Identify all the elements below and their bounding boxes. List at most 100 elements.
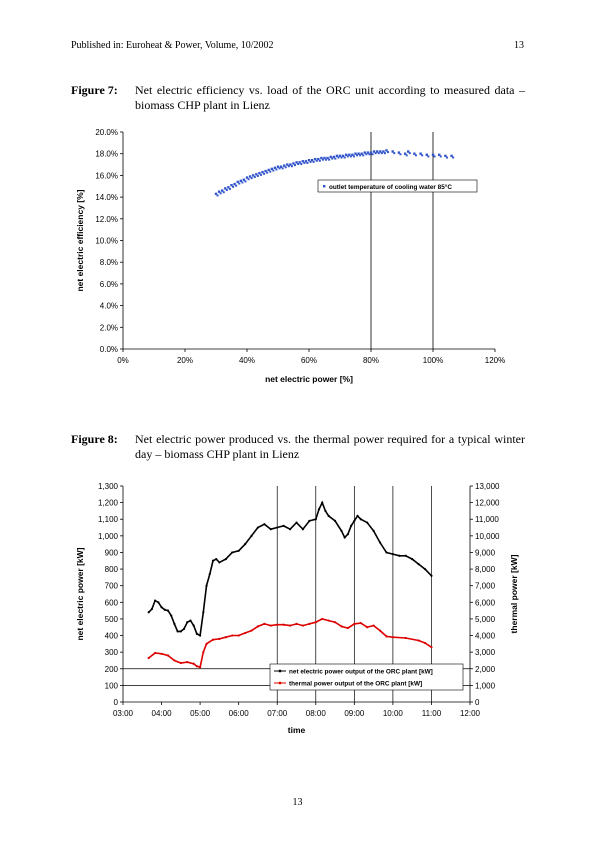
series-marker [423, 641, 427, 645]
x-tick-label: 08:00 [306, 709, 327, 718]
data-point [438, 153, 441, 156]
data-point [269, 170, 272, 173]
series-marker [147, 611, 150, 614]
data-point [346, 155, 349, 158]
data-point [295, 161, 298, 164]
data-point [376, 150, 379, 153]
data-point [261, 170, 264, 174]
series-marker [179, 630, 182, 633]
series-marker [237, 634, 240, 637]
right-y-tick-label: 4,000 [475, 632, 496, 641]
series-marker [202, 651, 205, 654]
data-point [219, 192, 222, 195]
left-y-tick-label: 600 [105, 598, 119, 607]
data-point [278, 167, 281, 170]
left-y-tick-label: 200 [105, 665, 119, 674]
data-point [230, 183, 233, 187]
right-y-tick-label: 7,000 [475, 582, 496, 591]
series-marker [211, 559, 215, 562]
data-point [233, 182, 236, 186]
data-point [385, 149, 388, 152]
series-marker [182, 627, 186, 630]
series-marker [350, 524, 353, 527]
series-marker [160, 652, 163, 655]
series-marker [243, 631, 247, 635]
data-point [414, 154, 417, 157]
series-marker [333, 519, 337, 522]
data-point [273, 166, 277, 170]
legend-box [317, 179, 478, 193]
series-marker [166, 654, 170, 657]
series-marker [263, 523, 266, 526]
series-marker [404, 636, 407, 640]
data-point [303, 161, 306, 164]
figure-7-caption: Figure 7: Net electric efficiency vs. lo… [71, 83, 525, 113]
right-y-tick-label: 12,000 [475, 499, 500, 508]
series-marker [340, 625, 343, 628]
data-point [325, 158, 328, 161]
series-marker [295, 521, 298, 524]
legend-marker [323, 185, 326, 188]
x-tick-label: 20% [177, 356, 193, 365]
data-point [294, 164, 297, 167]
left-y-axis-title: net electric power [kW] [75, 547, 85, 640]
left-y-tick-label: 100 [105, 681, 119, 690]
data-point [258, 172, 261, 175]
data-point [335, 154, 339, 158]
series-marker [250, 629, 253, 632]
data-point [236, 180, 239, 184]
series-marker [353, 519, 356, 522]
data-point [252, 174, 255, 177]
figure-8-caption: Figure 8: Net electric power produced vs… [71, 432, 525, 462]
series-marker [208, 572, 211, 576]
data-point [369, 151, 373, 154]
data-point [224, 187, 227, 190]
y-axis-title: net electric efficiency [%] [75, 189, 85, 291]
footer-page-number: 13 [292, 797, 303, 808]
series-marker [301, 624, 305, 627]
series-marker [430, 574, 433, 577]
figure-7-label: Figure 7: [71, 83, 118, 97]
left-y-tick-label: 1,100 [98, 515, 119, 524]
series-marker [199, 634, 202, 637]
data-point [341, 154, 345, 158]
series-marker [199, 666, 202, 669]
data-point [387, 151, 390, 154]
data-point [245, 176, 249, 179]
left-y-tick-label: 400 [105, 632, 119, 641]
right-y-tick-label: 13,000 [475, 482, 500, 491]
data-point [253, 176, 256, 179]
data-point [321, 158, 324, 161]
series-marker [211, 638, 215, 641]
series-marker [195, 665, 198, 668]
x-tick-label: 12:00 [460, 709, 481, 718]
data-point [371, 153, 374, 156]
y-tick-label: 2.0% [100, 323, 118, 332]
series-marker [269, 624, 272, 627]
series-marker [324, 509, 327, 513]
data-point [244, 180, 247, 183]
right-y-tick-label: 10,000 [475, 532, 500, 541]
y-tick-label: 16.0% [95, 171, 118, 180]
series-marker [173, 622, 176, 626]
series-marker [282, 524, 285, 527]
data-point [374, 152, 377, 155]
data-point [248, 175, 252, 178]
data-point [328, 158, 331, 161]
right-y-tick-label: 2,000 [475, 665, 496, 674]
series-marker [378, 629, 382, 632]
series-marker [356, 514, 359, 518]
data-point [329, 155, 332, 159]
data-point [363, 151, 366, 154]
data-point [292, 162, 295, 165]
data-point [368, 153, 371, 156]
data-point [301, 160, 304, 163]
series-marker [150, 607, 154, 611]
legend-label: net electric power output of the ORC pla… [289, 668, 433, 675]
data-point [320, 156, 323, 160]
series-marker [173, 659, 176, 662]
data-point [241, 181, 244, 184]
data-point [255, 173, 258, 176]
left-y-tick-label: 0 [114, 698, 119, 707]
data-point [275, 168, 278, 171]
